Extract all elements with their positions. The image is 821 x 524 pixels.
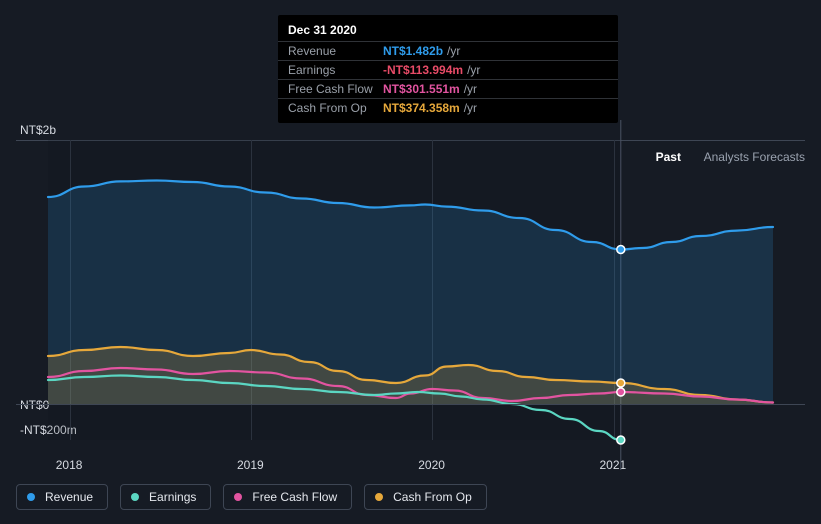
- x-axis-label: 2019: [237, 458, 264, 472]
- chart-legend: Revenue Earnings Free Cash Flow Cash From O…: [16, 484, 487, 510]
- y-axis-label: NT$2b: [20, 123, 56, 137]
- tooltip-row-unit: /yr: [464, 82, 477, 96]
- chart-marker-cash_op: [617, 379, 625, 387]
- tooltip-date: Dec 31 2020: [278, 21, 618, 41]
- legend-dot: [27, 493, 35, 501]
- tooltip-row: RevenueNT$1.482b/yr: [278, 41, 618, 60]
- tooltip-row: Free Cash FlowNT$301.551m/yr: [278, 79, 618, 98]
- chart-area: Past Analysts Forecasts NT$2bNT$0-NT$200…: [16, 120, 805, 464]
- chart-tooltip: Dec 31 2020 RevenueNT$1.482b/yrEarnings-…: [278, 15, 618, 123]
- legend-item[interactable]: Revenue: [16, 484, 108, 510]
- legend-item[interactable]: Cash From Op: [364, 484, 487, 510]
- tooltip-row: Cash From OpNT$374.358m/yr: [278, 98, 618, 117]
- tooltip-row-label: Revenue: [288, 44, 383, 58]
- legend-item[interactable]: Free Cash Flow: [223, 484, 352, 510]
- x-axis-label: 2021: [600, 458, 627, 472]
- legend-dot: [234, 493, 242, 501]
- tooltip-row-value: -NT$113.994m: [383, 63, 463, 77]
- legend-dot: [375, 493, 383, 501]
- tooltip-row-label: Earnings: [288, 63, 383, 77]
- tooltip-row-unit: /yr: [467, 63, 480, 77]
- chart-plot[interactable]: [16, 140, 805, 440]
- tooltip-row: Earnings-NT$113.994m/yr: [278, 60, 618, 79]
- tooltip-row-value: NT$1.482b: [383, 44, 443, 58]
- x-axis-label: 2018: [56, 458, 83, 472]
- tooltip-row-unit: /yr: [464, 101, 477, 115]
- tooltip-row-label: Free Cash Flow: [288, 82, 383, 96]
- tooltip-row-value: NT$301.551m: [383, 82, 460, 96]
- legend-dot: [131, 493, 139, 501]
- x-axis-label: 2020: [418, 458, 445, 472]
- chart-marker-earnings: [617, 436, 625, 444]
- legend-label: Free Cash Flow: [252, 490, 337, 504]
- legend-item[interactable]: Earnings: [120, 484, 211, 510]
- legend-label: Cash From Op: [393, 490, 472, 504]
- chart-marker-revenue: [617, 246, 625, 254]
- legend-label: Revenue: [45, 490, 93, 504]
- tooltip-row-unit: /yr: [447, 44, 460, 58]
- chart-baseline: [16, 404, 805, 405]
- tooltip-row-value: NT$374.358m: [383, 101, 460, 115]
- chart-marker-fcf: [617, 388, 625, 396]
- legend-label: Earnings: [149, 490, 196, 504]
- tooltip-row-label: Cash From Op: [288, 101, 383, 115]
